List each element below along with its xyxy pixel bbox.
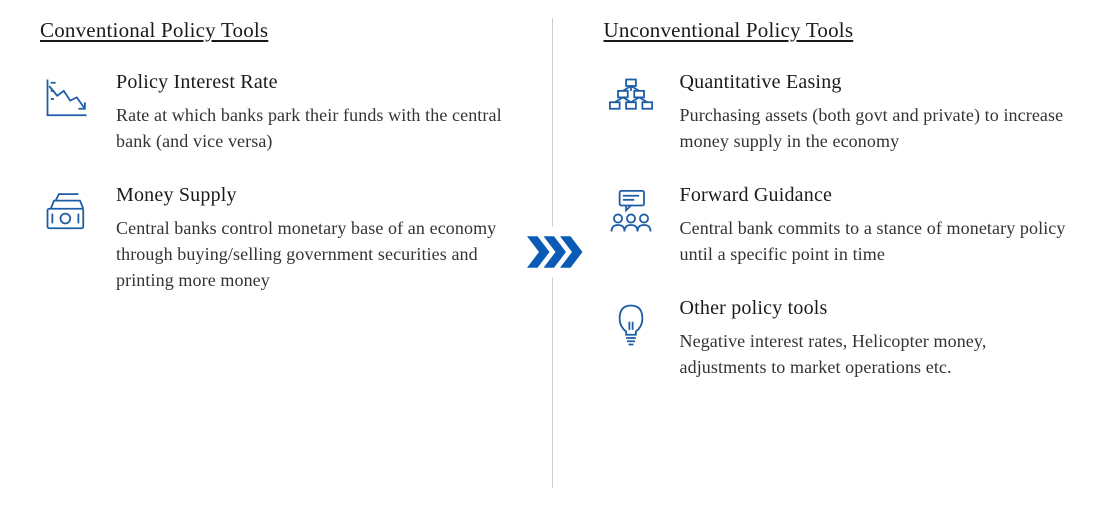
list-item: Quantitative Easing Purchasing assets (b… bbox=[604, 71, 1068, 154]
pyramid-blocks-icon bbox=[604, 71, 658, 125]
item-desc: Purchasing assets (both govt and private… bbox=[680, 102, 1068, 154]
list-item: Other policy tools Negative interest rat… bbox=[604, 297, 1068, 380]
item-desc: Rate at which banks park their funds wit… bbox=[116, 102, 504, 154]
money-icon bbox=[40, 184, 94, 238]
item-text: Quantitative Easing Purchasing assets (b… bbox=[680, 71, 1068, 154]
item-desc: Negative interest rates, Helicopter mone… bbox=[680, 328, 1068, 380]
item-text: Forward Guidance Central bank commits to… bbox=[680, 184, 1068, 267]
list-item: Money Supply Central banks control monet… bbox=[40, 184, 504, 293]
item-title: Policy Interest Rate bbox=[116, 71, 504, 94]
chevron-arrow-icon bbox=[519, 227, 589, 277]
item-desc: Central bank commits to a stance of mone… bbox=[680, 215, 1068, 267]
right-column: Unconventional Policy Tools bbox=[554, 18, 1068, 488]
item-title: Other policy tools bbox=[680, 297, 1068, 320]
lightbulb-icon bbox=[604, 297, 658, 351]
left-column: Conventional Policy Tools Policy Interes… bbox=[40, 18, 554, 488]
item-title: Forward Guidance bbox=[680, 184, 1068, 207]
left-heading: Conventional Policy Tools bbox=[40, 18, 504, 43]
right-heading: Unconventional Policy Tools bbox=[604, 18, 1068, 43]
item-text: Policy Interest Rate Rate at which banks… bbox=[116, 71, 504, 154]
declining-chart-icon bbox=[40, 71, 94, 125]
item-title: Money Supply bbox=[116, 184, 504, 207]
item-text: Other policy tools Negative interest rat… bbox=[680, 297, 1068, 380]
item-desc: Central banks control monetary base of a… bbox=[116, 215, 504, 293]
list-item: Forward Guidance Central bank commits to… bbox=[604, 184, 1068, 267]
item-text: Money Supply Central banks control monet… bbox=[116, 184, 504, 293]
people-speech-icon bbox=[604, 184, 658, 238]
list-item: Policy Interest Rate Rate at which banks… bbox=[40, 71, 504, 154]
infographic-root: Conventional Policy Tools Policy Interes… bbox=[40, 18, 1067, 488]
item-title: Quantitative Easing bbox=[680, 71, 1068, 94]
